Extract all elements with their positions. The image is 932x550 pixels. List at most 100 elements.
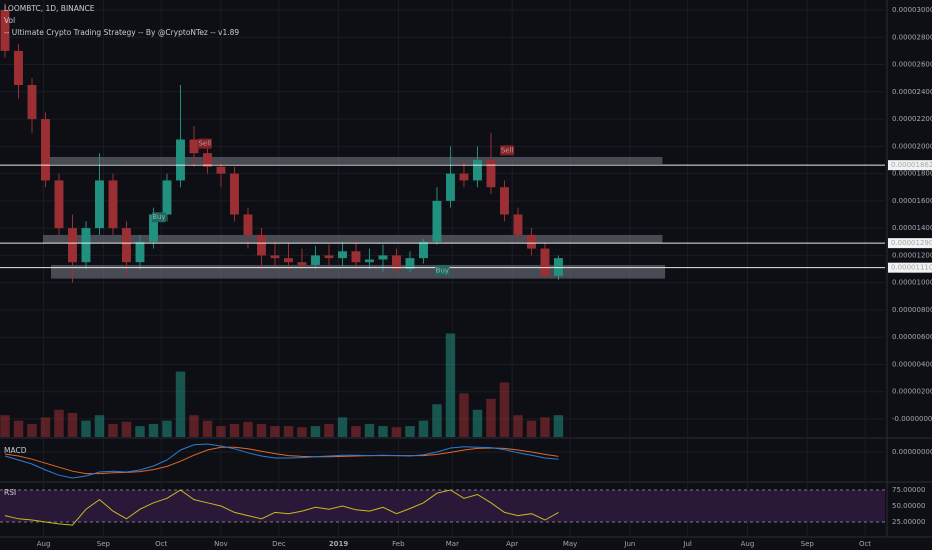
candle-body (122, 228, 131, 263)
candle-body (500, 187, 509, 215)
candle-body (68, 228, 77, 263)
x-tick-label: Sep (97, 540, 111, 548)
zone (41, 156, 663, 165)
signal-label: Buy (436, 266, 449, 274)
candle-body (257, 234, 266, 256)
candle-body (365, 259, 374, 263)
volume-bar (67, 413, 78, 437)
x-tick-label: Aug (741, 540, 755, 548)
candle-body (41, 119, 50, 181)
volume-bar (229, 423, 240, 437)
volume-bar (405, 426, 415, 437)
signal-box (197, 138, 212, 149)
volume-bar (364, 423, 375, 437)
volume-bar (324, 423, 334, 437)
y-tick-label: 25.00000 (892, 518, 925, 526)
y-tick-label: 0.00000000 (892, 448, 932, 456)
signal-label: Sell (198, 140, 211, 148)
level-label-box (888, 262, 932, 273)
volume-bar (445, 333, 456, 437)
y-tick-label: 0.00000200 (892, 388, 932, 396)
candle-body (243, 214, 253, 235)
volume-bar (432, 404, 442, 437)
candle-body (459, 173, 469, 181)
signal-label: Buy (152, 213, 165, 221)
x-tick-label: Mar (446, 540, 459, 548)
y-tick-label: 0.00000600 (892, 333, 932, 341)
y-tick-label: 75.00000 (892, 486, 925, 494)
level-label: 0.00001110 (891, 264, 932, 272)
y-tick-label: 0.00001200 (892, 251, 932, 259)
candle-body (378, 255, 388, 260)
volume-bar (270, 426, 280, 437)
candle-body (527, 234, 536, 249)
volume-bar (162, 420, 172, 437)
y-tick-label: 0.00002400 (892, 88, 932, 96)
macd-title: MACD (4, 446, 27, 455)
candle-body (338, 251, 347, 259)
x-tick-label: Feb (392, 540, 405, 548)
volume-bar (526, 420, 537, 437)
x-tick-label: Oct (859, 540, 871, 548)
candle-body (0, 10, 10, 51)
volume-bar (108, 423, 118, 437)
candle-body (324, 255, 334, 259)
candle-body (486, 159, 496, 188)
volume-bar (81, 420, 91, 437)
candle-body (162, 180, 172, 215)
candle-body (95, 180, 104, 229)
macd-signal-line (4, 446, 559, 475)
volume-bar (54, 409, 64, 437)
candle-body (189, 139, 199, 154)
candle-body (230, 173, 239, 215)
y-tick-label: 50.00000 (892, 502, 925, 510)
volume-bar (310, 426, 321, 437)
chart-title: LOOMBTC, 1D, BINANCE (4, 4, 95, 13)
volume-bar (256, 423, 267, 437)
volume-bar (135, 426, 145, 437)
volume-bar (513, 415, 523, 437)
volume-bar (472, 409, 483, 437)
macd-line (4, 443, 559, 479)
signal-box (500, 145, 515, 156)
volume-bar (337, 417, 348, 437)
candle-body (135, 241, 145, 263)
y-tick-label: 0.00001600 (892, 197, 932, 205)
candle-body (284, 258, 293, 263)
volume-bar (148, 423, 159, 437)
volume-bar (540, 417, 550, 437)
candle-body (513, 214, 523, 235)
candle-body (14, 50, 23, 85)
candle-body (176, 139, 185, 181)
candle-body (54, 180, 64, 229)
candle-body (392, 255, 401, 270)
y-tick-label: -0.00000000 (892, 415, 932, 423)
volume-bar (459, 393, 469, 437)
y-tick-label: 0.00002800 (892, 33, 932, 41)
candle-body (81, 228, 91, 263)
volume-bar (216, 426, 226, 437)
candle-body (297, 262, 307, 265)
candle-body (405, 258, 415, 270)
volume-bar (351, 426, 361, 437)
volume-bar (13, 420, 24, 437)
candle-body (216, 166, 226, 174)
x-tick-label: Apr (506, 540, 518, 548)
volume-bar (499, 382, 510, 437)
candle-body (108, 180, 118, 229)
candle-body (270, 255, 280, 259)
x-tick-label: Sep (801, 540, 815, 548)
volume-bar (486, 398, 496, 437)
candle-body (203, 153, 212, 167)
y-tick-label: 0.00000800 (892, 306, 932, 314)
candle-body (419, 241, 428, 259)
candle-body (446, 173, 455, 201)
candle-body (27, 84, 37, 120)
volume-bar (189, 415, 199, 437)
rsi-band (0, 490, 885, 522)
level-label-box (888, 160, 932, 171)
volume-bar (283, 426, 294, 437)
volume-bar (243, 421, 253, 437)
